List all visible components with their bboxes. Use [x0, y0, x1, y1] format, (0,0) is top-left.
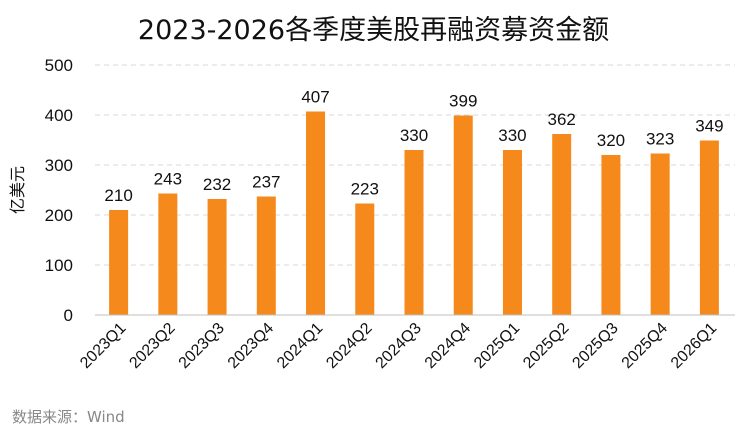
data-label: 320 — [597, 131, 625, 150]
data-label: 210 — [104, 186, 132, 205]
x-tick-label: 2023Q3 — [176, 320, 228, 372]
bar — [158, 193, 178, 315]
data-label: 232 — [203, 175, 231, 194]
y-tick-label: 300 — [45, 156, 73, 175]
bar — [109, 210, 129, 315]
source-note: 数据来源：Wind — [12, 408, 125, 426]
x-tick-label: 2023Q2 — [126, 320, 178, 372]
x-tick-label: 2024Q3 — [373, 320, 425, 372]
x-tick-label: 2025Q2 — [520, 320, 572, 372]
x-tick-label: 2024Q1 — [274, 320, 326, 372]
bar — [650, 153, 670, 315]
data-label: 349 — [695, 117, 723, 136]
x-tick-label: 2023Q4 — [225, 320, 277, 372]
bar — [453, 115, 473, 315]
bar — [355, 203, 375, 315]
x-tick-label: 2024Q2 — [323, 320, 375, 372]
bar — [601, 155, 621, 315]
x-tick-label: 2026Q1 — [668, 320, 720, 372]
bar — [207, 199, 227, 315]
data-label: 323 — [646, 130, 674, 149]
data-label: 237 — [252, 173, 280, 192]
data-label: 330 — [400, 126, 428, 145]
bar — [256, 196, 276, 315]
data-label: 243 — [154, 170, 182, 189]
y-tick-label: 200 — [45, 206, 73, 225]
bar — [502, 150, 522, 315]
x-tick-label: 2025Q4 — [619, 320, 671, 372]
bar — [552, 134, 572, 315]
y-tick-label: 400 — [45, 106, 73, 125]
data-label: 399 — [449, 92, 477, 111]
data-label: 362 — [548, 110, 576, 129]
chart-title: 2023-2026各季度美股再融资募资金额 — [137, 15, 610, 46]
data-label: 223 — [351, 180, 379, 199]
x-tick-label: 2025Q3 — [569, 320, 621, 372]
bar — [404, 150, 424, 315]
x-tick-label: 2025Q1 — [471, 320, 523, 372]
y-tick-label: 100 — [45, 256, 73, 275]
y-tick-label: 500 — [45, 56, 73, 75]
bar — [306, 111, 326, 315]
y-tick-label: 0 — [64, 306, 73, 325]
data-label: 407 — [301, 88, 329, 107]
y-axis-label: 亿美元 — [8, 166, 27, 214]
bar — [699, 140, 719, 315]
data-label: 330 — [498, 126, 526, 145]
x-tick-label: 2024Q4 — [422, 320, 474, 372]
x-tick-label: 2023Q1 — [77, 320, 129, 372]
